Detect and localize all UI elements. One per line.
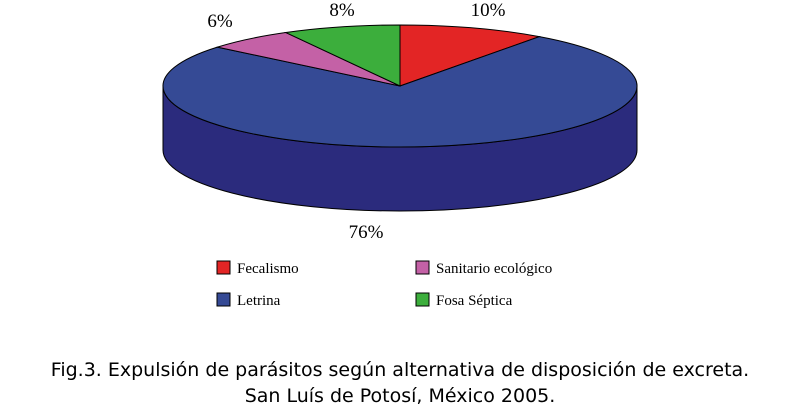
pie-slice-sanitario-ecologico-value-label: 6% [207, 11, 233, 32]
legend-swatch-sanitario-ecologico [415, 260, 430, 275]
legend-label-fecalismo: Fecalismo [237, 261, 299, 277]
figure-caption-line-2: San Luís de Potosí, México 2005. [244, 385, 556, 407]
pie-slice-letrina-value-label: 76% [349, 222, 384, 243]
legend-swatch-letrina [216, 292, 231, 307]
legend-label-letrina: Letrina [237, 293, 281, 309]
pie-slice-fecalismo [399, 24, 542, 87]
pie-slice-fosa-septica [284, 24, 401, 87]
figure-caption-line-1: Fig.3. Expulsión de parásitos según alte… [50, 359, 750, 381]
pie-slice-fosa-septica-value-label: 8% [329, 0, 355, 21]
pie-value-labels: 10% 76% 6% 8% [207, 0, 505, 243]
pie-slice-fecalismo-value-label: 10% [471, 0, 506, 21]
chart-legend: Fecalismo Sanitario ecológico Letrina Fosa … [216, 260, 552, 309]
legend-swatch-fosa-septica [415, 292, 430, 307]
legend-swatch-fecalismo [216, 260, 231, 275]
legend-label-sanitario-ecologico: Sanitario ecológico [436, 261, 552, 277]
pie-slice-letrina [162, 36, 638, 148]
pie-top-layer [162, 24, 638, 148]
legend-label-fosa-septica: Fosa Séptica [436, 293, 513, 309]
